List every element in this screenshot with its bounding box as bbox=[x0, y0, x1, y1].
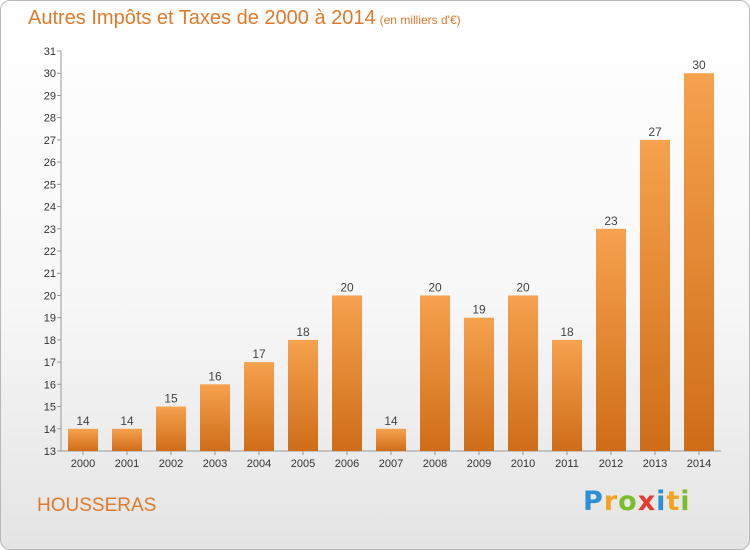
logo-letter: r bbox=[603, 486, 619, 517]
y-tick-label: 20 bbox=[44, 290, 56, 302]
bar-2010 bbox=[508, 295, 538, 451]
proxiti-logo: Proxiti bbox=[583, 486, 691, 517]
x-tick-label-2000: 2000 bbox=[71, 458, 95, 470]
x-tick-label-2003: 2003 bbox=[203, 458, 227, 470]
data-label-2003: 16 bbox=[208, 369, 222, 383]
x-tick-label-2002: 2002 bbox=[159, 458, 183, 470]
y-tick-label: 23 bbox=[44, 224, 56, 236]
y-tick-label: 15 bbox=[44, 402, 56, 414]
data-label-2012: 23 bbox=[604, 214, 618, 228]
bar-2006 bbox=[332, 295, 362, 451]
y-tick-label: 19 bbox=[44, 313, 56, 325]
logo-letter: t bbox=[666, 486, 681, 517]
y-tick-label: 13 bbox=[44, 446, 56, 458]
logo-letter: o bbox=[618, 486, 638, 517]
chart-title: Autres Impôts et Taxes de 2000 à 2014 (en… bbox=[28, 7, 461, 30]
x-tick-label-2005: 2005 bbox=[291, 458, 315, 470]
y-tick-label: 21 bbox=[44, 268, 56, 280]
data-label-2008: 20 bbox=[428, 280, 442, 294]
y-tick-label: 17 bbox=[44, 357, 56, 369]
bar-2002 bbox=[156, 406, 186, 451]
x-tick-label-2011: 2011 bbox=[555, 458, 579, 470]
bar-2004 bbox=[244, 362, 274, 451]
data-label-2002: 15 bbox=[164, 392, 178, 406]
chart-subtitle: (en milliers d'€) bbox=[379, 13, 461, 27]
bar-2001 bbox=[112, 428, 142, 451]
x-tick-label-2006: 2006 bbox=[335, 458, 359, 470]
data-label-2010: 20 bbox=[516, 280, 530, 294]
data-label-2011: 18 bbox=[560, 325, 574, 339]
data-label-2004: 17 bbox=[252, 347, 266, 361]
bar-2011 bbox=[552, 339, 582, 451]
y-tick-label: 27 bbox=[44, 135, 56, 147]
bar-2005 bbox=[288, 339, 318, 451]
logo-letter: i bbox=[680, 486, 691, 517]
x-tick-label-2009: 2009 bbox=[467, 458, 491, 470]
bar-2007 bbox=[376, 428, 406, 451]
data-label-2014: 30 bbox=[692, 58, 706, 72]
y-tick-label: 31 bbox=[44, 46, 56, 58]
y-tick-label: 25 bbox=[44, 179, 56, 191]
data-label-2009: 19 bbox=[472, 303, 486, 317]
y-tick-label: 18 bbox=[44, 335, 56, 347]
title-text: Autres Impôts et Taxes de 2000 à 2014 bbox=[28, 7, 376, 29]
bar-2013 bbox=[640, 139, 670, 451]
x-tick-label-2012: 2012 bbox=[599, 458, 623, 470]
y-tick-label: 29 bbox=[44, 90, 56, 102]
data-labels: 14 14 15 16 17 18 20 14 20 19 20 18 23 27 30 bbox=[76, 58, 706, 428]
data-label-2007: 14 bbox=[384, 414, 398, 428]
y-tick-label: 28 bbox=[44, 113, 56, 125]
logo-letter: x bbox=[637, 486, 657, 517]
bar-2014 bbox=[684, 73, 714, 451]
logo-letter: P bbox=[583, 486, 604, 517]
x-tick-label-2007: 2007 bbox=[379, 458, 403, 470]
x-tick-label-2004: 2004 bbox=[247, 458, 271, 470]
y-tick-label: 16 bbox=[44, 379, 56, 391]
y-tick-label: 24 bbox=[44, 202, 56, 214]
x-tick-label-2010: 2010 bbox=[511, 458, 535, 470]
data-label-2006: 20 bbox=[340, 280, 354, 294]
data-label-2005: 18 bbox=[296, 325, 310, 339]
x-tick-label-2001: 2001 bbox=[115, 458, 139, 470]
commune-name: HOUSSERAS bbox=[37, 495, 157, 516]
bars bbox=[68, 73, 714, 451]
bar-2008 bbox=[420, 295, 450, 451]
y-tick-label: 26 bbox=[44, 157, 56, 169]
y-tick-label: 14 bbox=[44, 424, 56, 436]
data-label-2013: 27 bbox=[648, 125, 662, 139]
data-label-2000: 14 bbox=[76, 414, 90, 428]
bar-2012 bbox=[596, 228, 626, 451]
x-tick-label-2014: 2014 bbox=[687, 458, 711, 470]
data-label-2001: 14 bbox=[120, 414, 134, 428]
x-tick-label-2008: 2008 bbox=[423, 458, 447, 470]
bar-2000 bbox=[68, 428, 98, 451]
y-tick-label: 30 bbox=[44, 68, 56, 80]
bar-2009 bbox=[464, 317, 494, 451]
bar-2003 bbox=[200, 384, 230, 451]
logo-letter: i bbox=[656, 486, 667, 517]
y-tick-label: 22 bbox=[44, 246, 56, 258]
x-tick-label-2013: 2013 bbox=[643, 458, 667, 470]
